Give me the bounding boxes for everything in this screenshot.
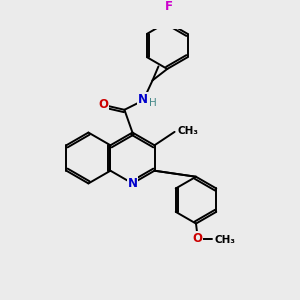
Text: N: N	[128, 177, 137, 190]
Text: O: O	[98, 98, 108, 111]
Text: CH₃: CH₃	[215, 235, 236, 244]
Text: N: N	[138, 93, 148, 106]
Text: H: H	[149, 98, 157, 108]
Text: CH₃: CH₃	[178, 125, 199, 136]
Text: F: F	[165, 0, 173, 13]
Text: O: O	[192, 232, 202, 245]
